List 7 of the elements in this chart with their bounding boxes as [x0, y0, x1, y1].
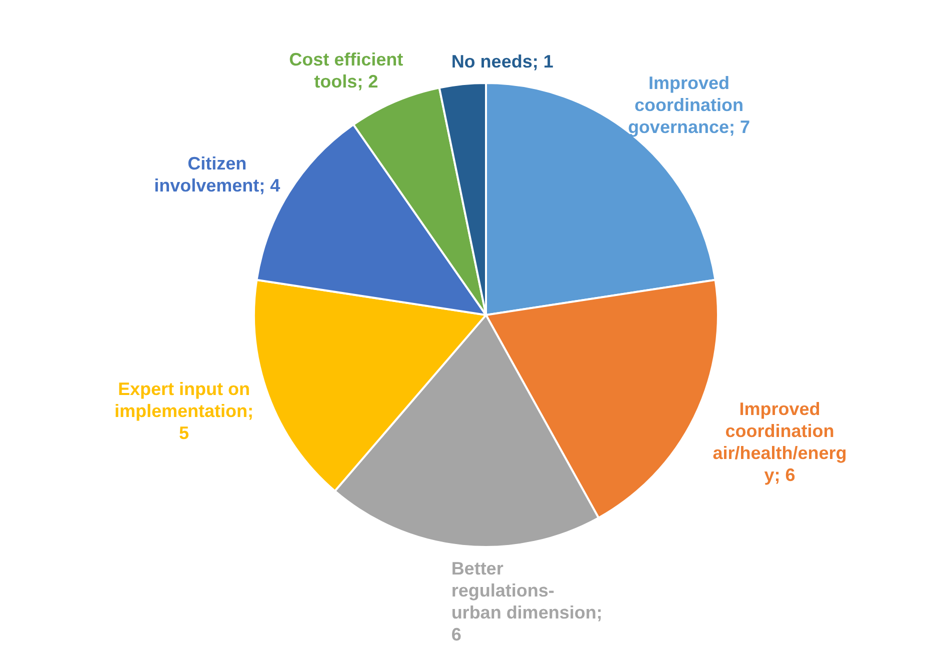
slice-label: Better regulations-urban dimension; 6: [451, 558, 602, 645]
slice-label: Expert input on implementation; 5: [114, 379, 254, 444]
slice-label: Cost efficient tools; 2: [289, 50, 404, 92]
slice-label: Citizen involvement; 4: [154, 153, 280, 196]
slice-label: No needs; 1: [451, 51, 554, 72]
slice-label: Improved coordination governance; 7: [628, 72, 750, 137]
slice-label: Improved coordination air/health/energy; 6: [712, 398, 847, 485]
